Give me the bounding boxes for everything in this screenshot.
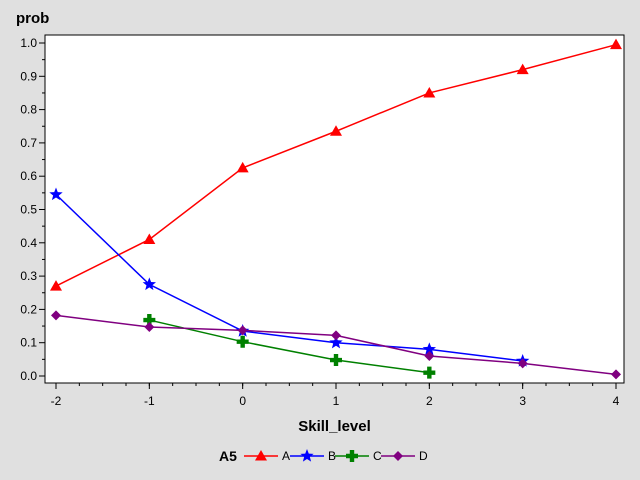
data-point-c	[330, 354, 342, 367]
legend-marker-a	[255, 450, 267, 461]
data-point-a	[236, 161, 249, 173]
data-point-d	[237, 325, 248, 336]
plot-area	[44, 34, 625, 384]
data-point-d	[424, 351, 435, 362]
x-tick-label: -1	[144, 394, 155, 408]
data-point-d	[517, 358, 528, 369]
y-tick-label: 0.8	[20, 103, 37, 117]
data-point-c	[236, 335, 249, 348]
data-point-b	[142, 277, 156, 291]
legend-marker-b	[300, 449, 314, 462]
data-point-d	[611, 369, 621, 380]
x-axis-title: Skill_level	[298, 418, 371, 435]
legend-label-d: D	[419, 449, 428, 463]
data-point-d	[331, 330, 341, 341]
y-tick-label: 0.5	[20, 203, 37, 217]
legend-label-b: B	[328, 449, 336, 463]
series-line-b	[55, 193, 523, 362]
y-tick-label: 0.2	[20, 302, 37, 316]
data-point-c	[423, 366, 436, 379]
data-point-b	[329, 335, 343, 349]
y-tick-label: 0.7	[20, 136, 37, 150]
data-point-b	[422, 342, 436, 356]
y-axis-title: prob	[16, 10, 49, 27]
y-tick-label: 0.9	[20, 69, 37, 83]
y-tick-label: 0.1	[20, 336, 37, 350]
y-tick-label: 0.6	[20, 169, 37, 183]
legend-marker-c	[346, 450, 358, 462]
series-line-c	[149, 319, 430, 374]
data-point-c	[143, 314, 156, 327]
legend-label-a: A	[282, 449, 290, 463]
data-point-a	[330, 125, 342, 136]
data-point-a	[516, 63, 529, 75]
data-point-a	[143, 233, 156, 244]
y-tick-label: 0.0	[20, 369, 37, 383]
y-tick-label: 1.0	[20, 36, 37, 50]
x-tick-label: 0	[239, 394, 246, 408]
data-point-a	[423, 86, 436, 98]
data-point-a	[50, 280, 62, 291]
y-tick-label: 0.3	[20, 269, 37, 283]
legend-marker-d	[393, 451, 403, 461]
legend-label-c: C	[373, 449, 382, 463]
x-tick-label: -2	[51, 394, 62, 408]
x-tick-label: 3	[519, 394, 526, 408]
x-tick-label: 1	[333, 394, 340, 408]
data-point-d	[144, 322, 155, 333]
x-tick-label: 4	[613, 394, 620, 408]
legend-title: A5	[219, 448, 237, 464]
x-tick-label: 2	[426, 394, 433, 408]
data-point-a	[610, 38, 622, 50]
y-tick-label: 0.4	[20, 236, 37, 250]
data-point-b	[49, 187, 63, 201]
data-point-d	[51, 310, 61, 321]
